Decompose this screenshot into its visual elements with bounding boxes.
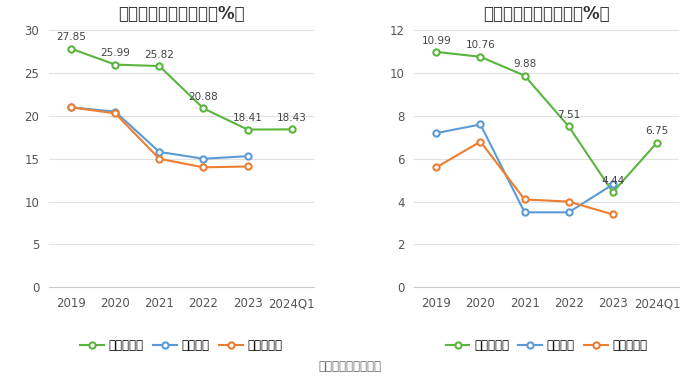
Title: 历年毛利率变化情况（%）: 历年毛利率变化情况（%）	[118, 5, 245, 23]
Text: 9.88: 9.88	[513, 59, 536, 69]
Text: 7.51: 7.51	[557, 110, 580, 120]
Text: 6.75: 6.75	[645, 126, 668, 136]
Text: 10.76: 10.76	[466, 40, 496, 51]
Title: 历年净利率变化情况（%）: 历年净利率变化情况（%）	[483, 5, 610, 23]
Legend: 公司净利率, 行业均值, 行业中位数: 公司净利率, 行业均值, 行业中位数	[441, 334, 652, 357]
Text: 18.43: 18.43	[276, 113, 307, 123]
Text: 25.82: 25.82	[144, 50, 174, 60]
Text: 20.88: 20.88	[188, 92, 218, 102]
Text: 27.85: 27.85	[56, 33, 86, 42]
Text: 10.99: 10.99	[421, 36, 452, 45]
Text: 25.99: 25.99	[100, 48, 130, 58]
Legend: 公司毛利率, 行业均值, 行业中位数: 公司毛利率, 行业均值, 行业中位数	[76, 334, 287, 357]
Text: 数据来源：恒生聚源: 数据来源：恒生聚源	[318, 361, 382, 373]
Text: 4.44: 4.44	[601, 176, 624, 186]
Text: 18.41: 18.41	[232, 113, 262, 123]
